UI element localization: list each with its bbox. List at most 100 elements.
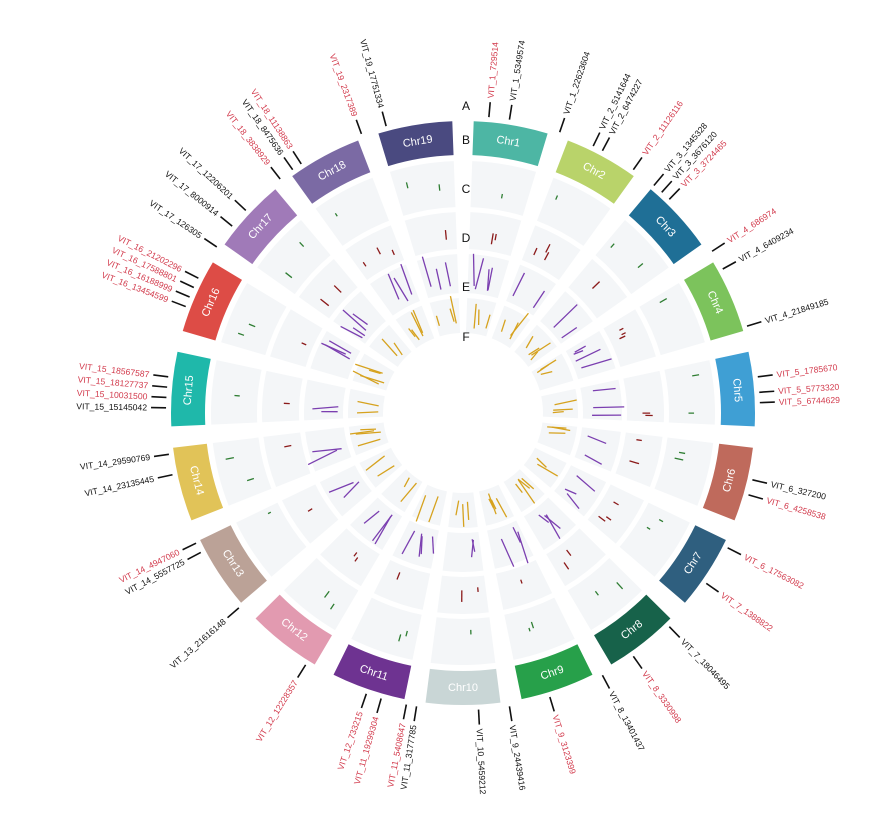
- track-e-mark: [593, 407, 624, 408]
- gene-tick: [185, 271, 198, 278]
- gene-tick: [748, 495, 762, 499]
- gene-tick: [403, 705, 406, 720]
- gene-label: VIT_13_21616148: [168, 616, 228, 670]
- gene-label: VIT_12_12228357: [254, 678, 300, 743]
- gene-tick: [560, 118, 565, 132]
- gene-tick: [723, 262, 736, 269]
- gene-tick: [382, 112, 386, 126]
- gene-tick: [158, 475, 173, 478]
- gene-tick: [758, 375, 773, 377]
- track-e-bg: [443, 532, 484, 572]
- track-d-bg: [437, 576, 489, 614]
- gene-tick: [361, 694, 366, 708]
- gene-tick: [298, 665, 306, 678]
- gene-tick: [172, 301, 186, 306]
- gene-tick: [728, 548, 741, 555]
- gene-label: VIT_1_5349574: [507, 39, 526, 101]
- gene-tick: [183, 543, 196, 550]
- gene-label: VIT_14_29590769: [79, 452, 151, 472]
- track-e-bg: [310, 331, 360, 379]
- gene-tick: [669, 627, 679, 638]
- track-label-e: E: [462, 280, 470, 294]
- track-d-bg: [262, 371, 303, 422]
- gene-tick: [221, 217, 233, 226]
- track-d-bg: [263, 433, 310, 487]
- gene-tick: [176, 291, 190, 297]
- gene-tick: [669, 189, 679, 200]
- track-e-bg: [304, 380, 346, 421]
- gene-tick: [204, 239, 216, 247]
- track-c-bg: [664, 360, 715, 424]
- chromosome-label-chr5: Chr5: [730, 378, 744, 403]
- track-d-bg: [496, 560, 552, 610]
- track-label-c: C: [462, 182, 471, 196]
- gene-label: VIT_9_3123399: [551, 714, 579, 776]
- chromosome-label-chr10: Chr10: [448, 682, 478, 694]
- track-label-f: F: [462, 330, 469, 344]
- gene-tick: [271, 167, 280, 179]
- track-c-bg: [655, 438, 714, 506]
- gene-label: VIT_17_126305: [148, 198, 204, 241]
- gene-label: VIT_6_17563082: [742, 552, 805, 591]
- track-f-bg: [479, 485, 514, 526]
- gene-tick: [602, 675, 609, 688]
- gene-tick: [752, 480, 767, 483]
- track-c-bg: [471, 161, 536, 216]
- gene-label: VIT_15_10031500: [77, 388, 148, 402]
- track-c-bg: [211, 360, 262, 424]
- track-c-bg: [431, 617, 496, 665]
- track-e-mark: [474, 254, 475, 286]
- gene-tick: [593, 133, 600, 146]
- gene-tick: [760, 402, 775, 403]
- gene-label: VIT_8_3330998: [640, 669, 683, 725]
- gene-tick: [712, 243, 725, 251]
- gene-tick: [602, 138, 609, 151]
- gene-tick: [284, 157, 293, 169]
- gene-label: VIT_4_21849185: [764, 296, 830, 325]
- gene-label: VIT_9_24439416: [507, 724, 527, 791]
- chromosome-label-chr15: Chr15: [182, 375, 196, 406]
- track-e-bg: [566, 331, 616, 379]
- gene-label: VIT_5_5773320: [778, 382, 840, 396]
- track-c-mark: [502, 194, 503, 198]
- gene-label: VIT_15_15145042: [76, 401, 147, 412]
- gene-tick: [154, 454, 169, 456]
- gene-tick: [662, 181, 672, 192]
- gene-tick: [479, 710, 480, 725]
- track-c-bg: [213, 438, 272, 506]
- gene-tick: [228, 608, 239, 618]
- gene-label: VIT_1_729514: [486, 41, 501, 98]
- gene-tick: [153, 375, 168, 377]
- track-label-a: A: [462, 99, 470, 113]
- gene-tick: [550, 697, 554, 711]
- gene-tick: [377, 698, 381, 712]
- track-f-mark: [360, 429, 376, 430]
- track-c-bg: [390, 161, 455, 216]
- track-e-bg: [392, 521, 438, 569]
- track-e-bg: [580, 380, 622, 421]
- gene-tick: [747, 322, 761, 326]
- gene-label: VIT_19_2317389: [328, 52, 360, 118]
- track-f-bg: [349, 423, 389, 456]
- gene-label: VIT_5_6744629: [779, 395, 841, 407]
- gene-tick: [188, 552, 201, 559]
- gene-tick: [633, 656, 642, 668]
- track-e-bg: [305, 427, 351, 471]
- gene-tick: [633, 157, 642, 169]
- track-e-bg: [575, 427, 621, 471]
- track-d-bg: [623, 371, 664, 422]
- chromosome-ring: Chr1Chr2Chr3Chr4Chr5Chr6Chr7Chr8Chr9Chr1…: [171, 121, 755, 705]
- track-c-mark: [439, 184, 440, 190]
- track-label-d: D: [462, 231, 471, 245]
- gene-label: VIT_14_23135445: [84, 474, 155, 499]
- gene-label: VIT_8_13401437: [607, 690, 647, 753]
- gene-tick: [509, 706, 511, 721]
- gene-tick: [152, 386, 167, 387]
- gene-tick: [414, 706, 416, 721]
- gene-tick: [293, 151, 301, 164]
- track-f-bg: [466, 298, 496, 336]
- gene-tick: [509, 105, 511, 120]
- gene-tick: [151, 397, 166, 398]
